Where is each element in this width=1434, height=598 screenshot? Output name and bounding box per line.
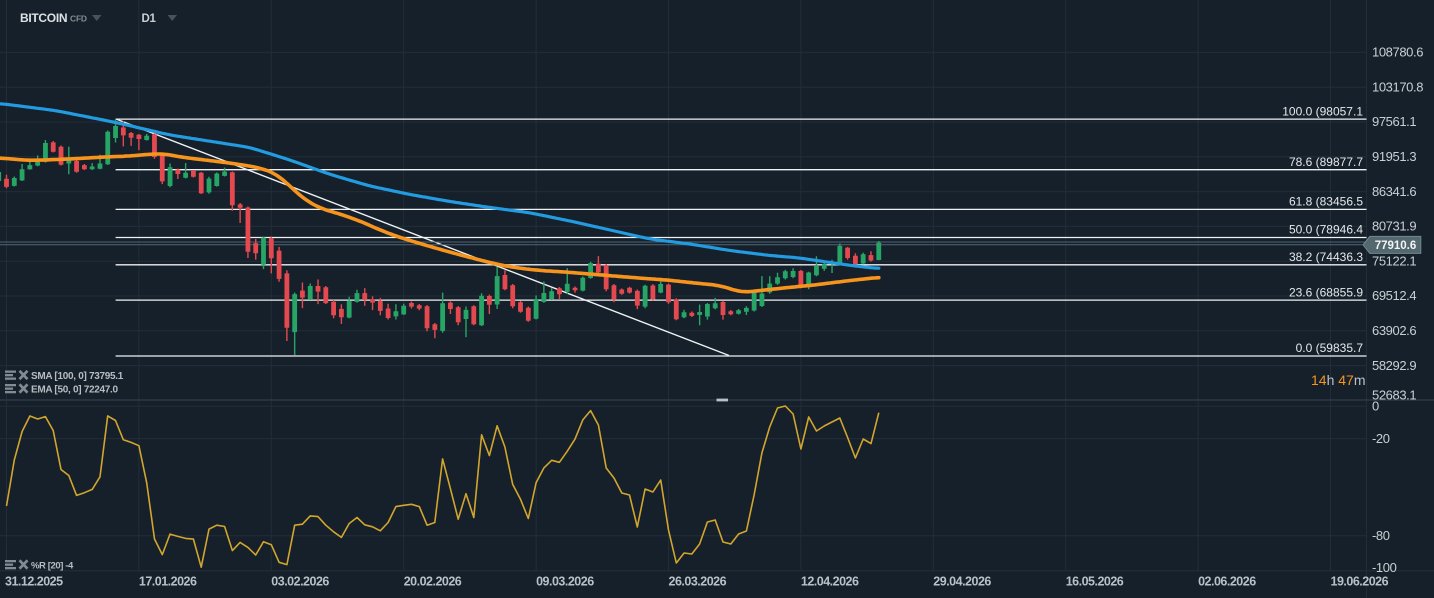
svg-text:61.8 (83456.5: 61.8 (83456.5 bbox=[1289, 195, 1363, 209]
svg-text:52683.1: 52683.1 bbox=[1372, 388, 1416, 403]
svg-text:03.02.2026: 03.02.2026 bbox=[271, 575, 329, 589]
svg-text:16.05.2026: 16.05.2026 bbox=[1066, 575, 1124, 589]
svg-text:80731.9: 80731.9 bbox=[1372, 219, 1416, 234]
svg-text:26.03.2026: 26.03.2026 bbox=[669, 575, 727, 589]
svg-text:100.0 (98057.1: 100.0 (98057.1 bbox=[1282, 104, 1363, 118]
svg-text:31.12.2025: 31.12.2025 bbox=[5, 575, 63, 589]
svg-text:-100: -100 bbox=[1372, 560, 1397, 575]
svg-text:CFD: CFD bbox=[70, 14, 87, 24]
svg-text:17.01.2026: 17.01.2026 bbox=[139, 575, 197, 589]
svg-text:02.06.2026: 02.06.2026 bbox=[1198, 575, 1256, 589]
svg-text:78.6 (89877.7: 78.6 (89877.7 bbox=[1289, 155, 1363, 169]
svg-text:103170.8: 103170.8 bbox=[1372, 79, 1423, 94]
svg-text:14h 47m: 14h 47m bbox=[1311, 372, 1366, 388]
svg-text:75122.1: 75122.1 bbox=[1372, 253, 1416, 268]
svg-text:SMA [100, 0] 73795.1: SMA [100, 0] 73795.1 bbox=[31, 371, 124, 382]
svg-text:63902.6: 63902.6 bbox=[1372, 323, 1416, 338]
svg-text:0: 0 bbox=[1372, 399, 1379, 414]
svg-text:%R [20] -4: %R [20] -4 bbox=[31, 561, 74, 572]
svg-text:-80: -80 bbox=[1372, 528, 1390, 543]
svg-text:91951.3: 91951.3 bbox=[1372, 149, 1416, 164]
svg-text:-20: -20 bbox=[1372, 431, 1390, 446]
svg-text:38.2 (74436.3: 38.2 (74436.3 bbox=[1289, 250, 1363, 264]
svg-text:86341.6: 86341.6 bbox=[1372, 184, 1416, 199]
svg-text:D1: D1 bbox=[142, 13, 157, 25]
svg-text:50.0 (78946.4: 50.0 (78946.4 bbox=[1289, 223, 1363, 237]
svg-text:29.04.2026: 29.04.2026 bbox=[933, 575, 991, 589]
svg-text:77910.6: 77910.6 bbox=[1375, 240, 1417, 252]
svg-text:09.03.2026: 09.03.2026 bbox=[536, 575, 594, 589]
svg-text:108780.6: 108780.6 bbox=[1372, 45, 1423, 60]
svg-text:EMA [50, 0] 72247.0: EMA [50, 0] 72247.0 bbox=[31, 385, 118, 396]
svg-text:BITCOIN: BITCOIN bbox=[20, 11, 67, 25]
svg-text:97561.1: 97561.1 bbox=[1372, 114, 1416, 129]
svg-text:23.6 (68855.9: 23.6 (68855.9 bbox=[1289, 285, 1363, 299]
svg-text:12.04.2026: 12.04.2026 bbox=[801, 575, 859, 589]
svg-text:19.06.2026: 19.06.2026 bbox=[1331, 575, 1389, 589]
svg-text:69512.4: 69512.4 bbox=[1372, 288, 1416, 303]
svg-text:58292.9: 58292.9 bbox=[1372, 358, 1416, 373]
svg-text:20.02.2026: 20.02.2026 bbox=[404, 575, 462, 589]
svg-text:0.0 (59835.7: 0.0 (59835.7 bbox=[1296, 341, 1364, 355]
